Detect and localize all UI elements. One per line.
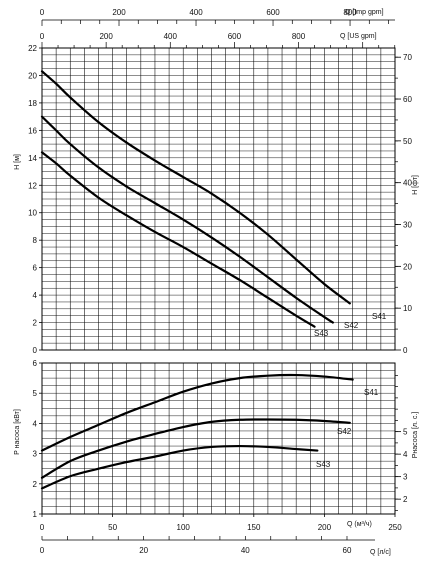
q-ls-axis-label: Q [л/с] xyxy=(370,549,391,556)
us-gpm-axis: Q [US gpm] 0 200 400 600 800 xyxy=(40,32,396,48)
imp-gpm-tick: 800 xyxy=(343,8,357,17)
power-y-axis-label: P насоса [кВт] xyxy=(14,409,21,455)
head-curve-s41 xyxy=(40,70,351,305)
head-y2-tick: 50 xyxy=(403,137,412,146)
power-curve-s43 xyxy=(40,444,319,490)
power-y2-axis-label: Pнасоса [л. с.] xyxy=(412,412,419,459)
imp-gpm-axis-label: Q [Imp gpm] xyxy=(345,9,384,16)
head-curve-s43 xyxy=(40,151,316,328)
q-m3h-tick: 50 xyxy=(108,523,117,532)
q-m3h-axis: 0 50 100 150 200 250 Q (м³/ч) xyxy=(40,514,402,532)
power-y-tick: 1 xyxy=(33,510,38,519)
q-m3h-tick: 200 xyxy=(318,523,332,532)
power-y-tick: 2 xyxy=(33,480,38,489)
head-y2-tick: 0 xyxy=(403,346,408,355)
head-plot-frame xyxy=(41,47,396,351)
power-label-s41: S41 xyxy=(364,388,379,397)
imp-gpm-tick: 600 xyxy=(266,8,280,17)
head-label-s43: S43 xyxy=(314,329,329,338)
head-y2-tick: 10 xyxy=(403,304,412,313)
power-y-tick: 4 xyxy=(33,419,38,428)
head-y-tick: 10 xyxy=(28,209,37,218)
power-label-s43: S43 xyxy=(316,460,331,469)
q-m3h-tick: 150 xyxy=(247,523,261,532)
head-y-tick: 6 xyxy=(33,264,38,273)
us-gpm-tick: 400 xyxy=(164,32,178,41)
q-ls-tick: 60 xyxy=(343,546,352,555)
head-label-s41: S41 xyxy=(372,312,387,321)
head-y-tick: 0 xyxy=(33,346,38,355)
power-y-tick: 6 xyxy=(33,359,38,368)
power-y-tick: 5 xyxy=(33,389,38,398)
head-y2-tick: 70 xyxy=(403,53,412,62)
head-y2-tick: 40 xyxy=(403,179,412,188)
power-y-tick: 3 xyxy=(33,450,38,459)
head-y2-axis-label: H [фт] xyxy=(412,175,419,195)
head-curve-s42 xyxy=(40,115,334,324)
head-y-tick: 12 xyxy=(28,181,37,190)
head-chart: 0 2 4 6 8 10 12 14 16 18 20 22 0 10 20 30 40 50 60 70 H [м… xyxy=(14,44,419,355)
power-y2-tick: 3 xyxy=(403,473,408,482)
us-gpm-tick: 600 xyxy=(228,32,242,41)
power-chart: 1 2 3 4 5 6 2 3 4 5 P насоса [кВт] Pнасоса [л. с… xyxy=(14,359,419,519)
imp-gpm-axis: Q [Imp gpm] 0 200 400 600 800 xyxy=(40,8,395,26)
imp-gpm-tick: 200 xyxy=(112,8,126,17)
head-y2-tick: 30 xyxy=(403,221,412,230)
q-m3h-tick: 100 xyxy=(177,523,191,532)
power-label-s42: S42 xyxy=(337,427,352,436)
q-ls-tick: 0 xyxy=(40,546,45,555)
q-m3h-tick: 0 xyxy=(40,523,45,532)
head-y-tick: 20 xyxy=(28,71,37,80)
q-ls-tick: 40 xyxy=(241,546,250,555)
us-gpm-tick: 0 xyxy=(40,32,45,41)
head-y2-tick: 60 xyxy=(403,95,412,104)
imp-gpm-tick: 0 xyxy=(40,8,45,17)
q-m3h-axis-label: Q (м³/ч) xyxy=(347,521,372,528)
head-y-tick: 14 xyxy=(28,154,37,163)
head-y-tick: 8 xyxy=(33,236,38,245)
head-y-tick: 4 xyxy=(33,291,38,300)
head-y2-tick: 20 xyxy=(403,262,412,271)
imp-gpm-tick: 400 xyxy=(189,8,203,17)
head-y-tick: 22 xyxy=(28,44,37,53)
us-gpm-axis-label: Q [US gpm] xyxy=(340,33,377,40)
head-y-tick: 18 xyxy=(28,99,37,108)
power-y2-tick: 4 xyxy=(403,450,408,459)
head-y-axis-label: H [м] xyxy=(14,154,21,170)
q-m3h-tick: 250 xyxy=(388,523,402,532)
power-plot-frame xyxy=(41,362,396,515)
us-gpm-tick: 800 xyxy=(292,32,306,41)
power-y2-tick: 5 xyxy=(403,428,408,437)
q-ls-axis: 0 20 40 60 Q [л/с] xyxy=(40,536,391,556)
head-y-tick: 16 xyxy=(28,126,37,135)
power-curve-s42 xyxy=(40,418,351,479)
q-ls-tick: 20 xyxy=(139,546,148,555)
head-y-tick: 2 xyxy=(33,319,38,328)
head-label-s42: S42 xyxy=(344,321,359,330)
power-curve-s41 xyxy=(40,373,354,452)
us-gpm-tick: 200 xyxy=(99,32,113,41)
power-y2-tick: 2 xyxy=(403,495,408,504)
